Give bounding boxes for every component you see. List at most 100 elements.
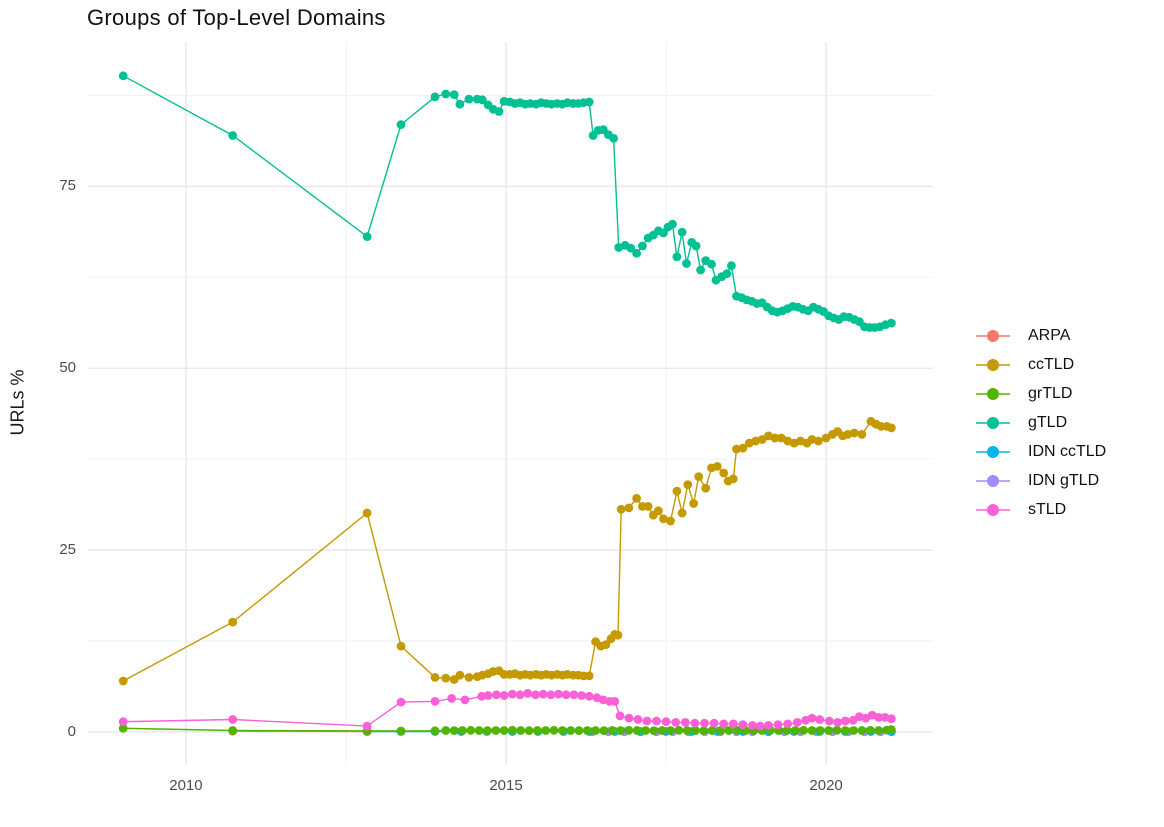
data-point xyxy=(118,723,128,733)
data-point xyxy=(633,715,643,724)
data-point xyxy=(671,718,681,727)
data-point xyxy=(430,726,440,736)
data-point xyxy=(464,94,474,104)
data-point xyxy=(727,261,736,271)
series-grTLD xyxy=(118,723,896,736)
data-point xyxy=(722,269,732,279)
data-point xyxy=(748,721,757,730)
data-point xyxy=(613,630,623,640)
data-point xyxy=(691,726,700,735)
data-point xyxy=(516,726,526,735)
series-gTLD xyxy=(118,71,896,332)
legend-key-icon xyxy=(976,416,1010,429)
data-point xyxy=(632,248,641,258)
data-point xyxy=(582,726,592,735)
data-point xyxy=(833,718,842,727)
data-point xyxy=(701,483,711,493)
data-point xyxy=(362,721,372,731)
data-point xyxy=(396,641,406,651)
x-tick-label: 2015 xyxy=(489,777,523,794)
data-point xyxy=(624,503,634,513)
data-point xyxy=(531,690,540,700)
data-point xyxy=(783,719,793,729)
legend-key-icon xyxy=(976,503,1010,516)
data-point xyxy=(591,726,600,735)
data-point xyxy=(712,462,722,471)
data-point xyxy=(554,689,563,699)
data-point xyxy=(449,726,459,735)
data-point xyxy=(515,690,525,700)
data-point xyxy=(228,617,238,627)
data-point xyxy=(642,716,652,726)
data-point xyxy=(732,725,742,735)
data-point xyxy=(458,726,467,735)
legend-label: grTLD xyxy=(1028,384,1073,402)
data-point xyxy=(807,713,817,723)
data-point xyxy=(666,516,675,526)
data-point xyxy=(849,428,859,438)
legend-item-idn-gtld: IDN gTLD xyxy=(976,466,1106,495)
x-tick-label: 2020 xyxy=(809,777,843,794)
data-point xyxy=(815,715,825,724)
data-point xyxy=(677,508,687,518)
data-point xyxy=(691,241,701,251)
legend-key-icon xyxy=(976,387,1010,400)
data-point xyxy=(677,227,687,237)
data-point xyxy=(483,726,492,735)
data-point xyxy=(680,718,690,727)
data-point xyxy=(492,690,501,700)
data-point xyxy=(874,713,883,722)
data-point xyxy=(118,71,128,81)
data-point xyxy=(441,89,451,99)
data-point xyxy=(228,131,238,140)
gridlines xyxy=(88,42,933,765)
data-point xyxy=(430,673,440,682)
legend-key-icon xyxy=(976,445,1010,458)
series-sTLD xyxy=(118,689,896,731)
data-point xyxy=(523,689,533,698)
data-point xyxy=(464,673,474,682)
data-point xyxy=(477,691,487,701)
data-point xyxy=(659,514,668,524)
data-point xyxy=(668,219,677,229)
data-point xyxy=(499,691,509,700)
data-point xyxy=(865,725,875,735)
data-point xyxy=(887,714,896,724)
data-point xyxy=(601,640,611,649)
data-point xyxy=(696,265,705,275)
legend-label: gTLD xyxy=(1028,413,1068,431)
data-point xyxy=(719,468,729,478)
data-point xyxy=(449,90,459,100)
data-point xyxy=(638,241,647,251)
data-point xyxy=(396,697,406,707)
data-point xyxy=(770,433,780,443)
data-point xyxy=(607,726,617,735)
data-point xyxy=(814,436,823,446)
legend-label: ccTLD xyxy=(1028,355,1075,373)
data-point xyxy=(491,726,501,735)
data-point xyxy=(569,690,579,700)
data-point xyxy=(824,716,834,726)
data-point xyxy=(773,720,783,729)
data-point xyxy=(499,726,509,735)
legend-key-dot xyxy=(987,445,999,458)
data-point xyxy=(674,725,684,735)
series-ccTLD xyxy=(118,416,896,686)
data-point xyxy=(577,691,586,700)
y-tick-label: 0 xyxy=(67,722,76,740)
data-point xyxy=(755,721,765,731)
data-point xyxy=(447,694,456,703)
data-point xyxy=(849,726,858,735)
data-point xyxy=(887,318,896,328)
data-point xyxy=(641,726,650,735)
data-point xyxy=(362,508,372,518)
data-point xyxy=(228,715,238,724)
legend-key-icon xyxy=(976,474,1010,487)
data-point xyxy=(455,670,465,680)
data-point xyxy=(757,435,767,444)
data-point xyxy=(610,697,620,706)
data-point xyxy=(840,716,850,726)
legend-item-arpa: ARPA xyxy=(976,321,1106,350)
